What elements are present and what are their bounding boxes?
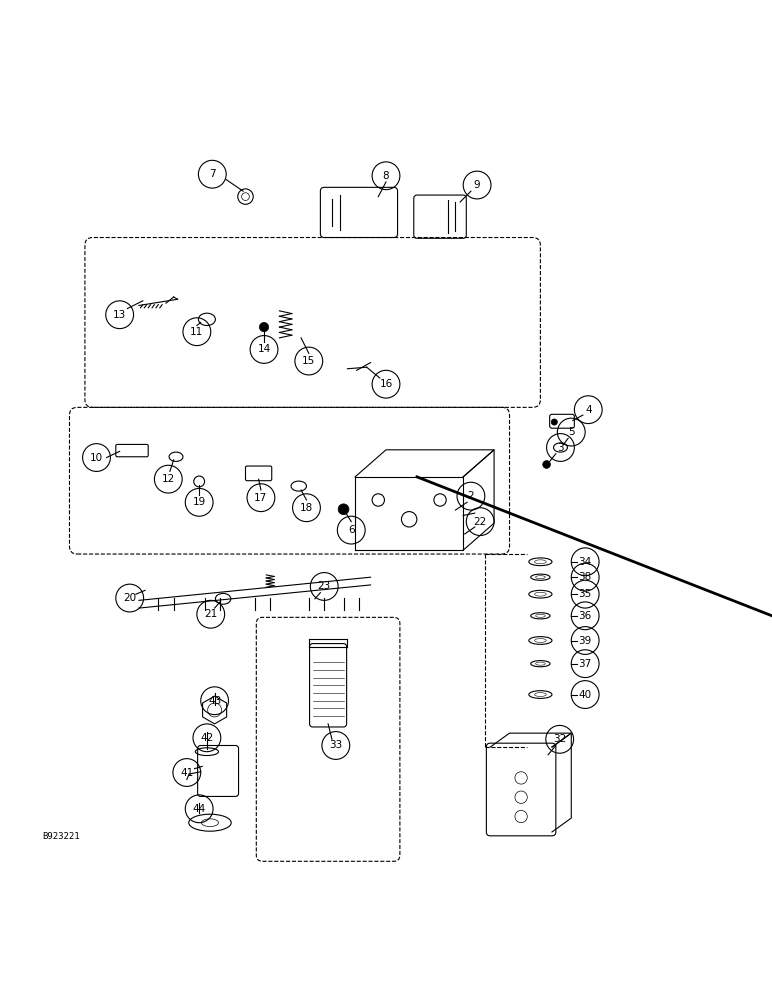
Text: 22: 22 bbox=[473, 517, 487, 527]
Text: 42: 42 bbox=[200, 733, 214, 743]
Text: 44: 44 bbox=[192, 804, 206, 814]
Text: 9: 9 bbox=[474, 180, 480, 190]
Text: 34: 34 bbox=[578, 557, 592, 567]
Text: 43: 43 bbox=[208, 696, 222, 706]
Text: 3: 3 bbox=[557, 443, 564, 453]
Text: 7: 7 bbox=[209, 169, 215, 179]
Text: 15: 15 bbox=[302, 356, 316, 366]
Text: 36: 36 bbox=[578, 611, 592, 621]
Text: 10: 10 bbox=[90, 453, 103, 463]
Text: 8: 8 bbox=[383, 171, 389, 181]
Text: 38: 38 bbox=[578, 572, 592, 582]
Text: 12: 12 bbox=[161, 474, 175, 484]
Text: 39: 39 bbox=[578, 636, 592, 646]
Text: 19: 19 bbox=[192, 497, 206, 507]
Text: 2: 2 bbox=[468, 491, 474, 501]
Text: 18: 18 bbox=[300, 503, 313, 513]
Text: 41: 41 bbox=[180, 768, 194, 778]
Text: 6: 6 bbox=[348, 525, 354, 535]
Text: 21: 21 bbox=[204, 609, 218, 619]
Circle shape bbox=[338, 504, 349, 515]
Text: 32: 32 bbox=[553, 734, 567, 744]
Text: 13: 13 bbox=[113, 310, 127, 320]
Text: 23: 23 bbox=[317, 581, 331, 591]
Text: 4: 4 bbox=[585, 405, 591, 415]
Text: 14: 14 bbox=[257, 344, 271, 354]
Text: 35: 35 bbox=[578, 589, 592, 599]
Text: 37: 37 bbox=[578, 659, 592, 669]
Text: 5: 5 bbox=[568, 427, 574, 437]
Text: 16: 16 bbox=[379, 379, 393, 389]
Text: 17: 17 bbox=[254, 493, 268, 503]
Text: 11: 11 bbox=[190, 327, 204, 337]
Circle shape bbox=[543, 461, 550, 468]
Text: 40: 40 bbox=[578, 690, 592, 700]
Text: 20: 20 bbox=[123, 593, 137, 603]
Circle shape bbox=[551, 419, 557, 425]
Text: B923221: B923221 bbox=[42, 832, 80, 841]
Text: 33: 33 bbox=[329, 740, 343, 750]
Circle shape bbox=[259, 322, 269, 332]
